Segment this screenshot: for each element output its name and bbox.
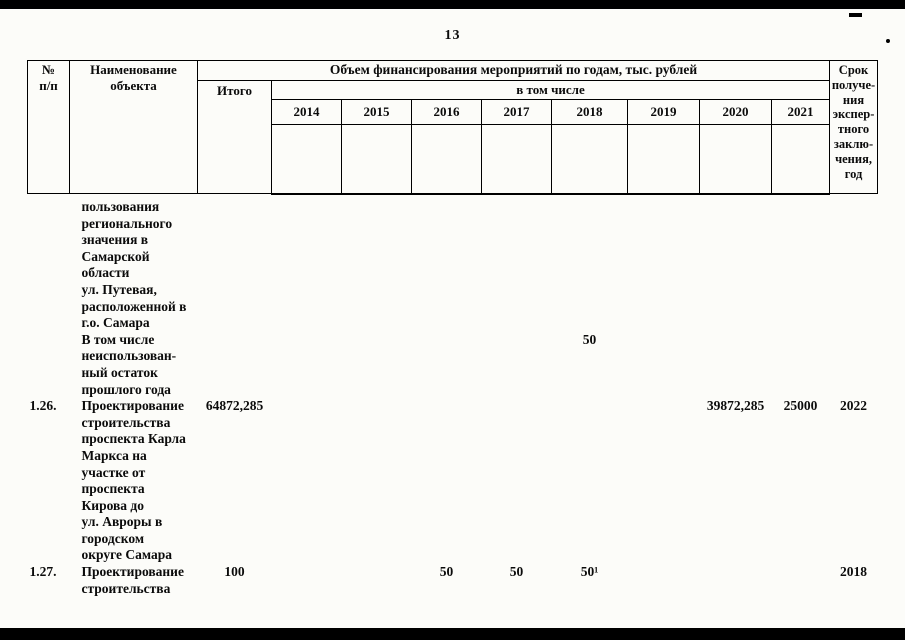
header-year-2021: 2021 [770, 99, 831, 125]
cell-2014 [272, 398, 342, 564]
header-empty-cell [411, 124, 482, 195]
header-col-number: № п/п [27, 60, 70, 194]
cell-2016: 50 [439, 564, 454, 580]
header-year-2016: 2016 [411, 99, 482, 125]
cell-2014 [272, 332, 342, 398]
header-col-including: в том числе [270, 80, 831, 100]
header-empty-cell [627, 124, 700, 195]
financing-table: № п/п Наименование объекта Объем финанси… [27, 60, 879, 598]
cell-total: 64872,285 [205, 398, 264, 414]
header-year-2015: 2015 [341, 99, 412, 125]
cell-2019 [628, 564, 700, 597]
header-col-volume: Объем финансирования мероприятий по года… [196, 60, 831, 81]
header-empty-cell [770, 124, 831, 195]
cell-2014 [272, 564, 342, 597]
cell-2016 [412, 194, 482, 332]
cell-term: 2022 [840, 398, 868, 414]
cell-term [830, 194, 878, 332]
cell-term: 2018 [840, 564, 868, 580]
header-year-2017: 2017 [481, 99, 552, 125]
header-year-2020: 2020 [699, 99, 772, 125]
cell-object-name: В том числе неиспользован- ный остаток п… [81, 331, 177, 397]
header-year-2018: 2018 [551, 99, 628, 125]
cell-2018: 50¹ [580, 564, 599, 580]
cell-2015 [342, 398, 412, 564]
cell-2020 [700, 564, 772, 597]
cell-2018 [552, 398, 628, 564]
table-row-subnote: В том числе неиспользован- ный остаток п… [28, 332, 878, 398]
cell-2020 [700, 194, 772, 332]
cell-2017 [482, 398, 552, 564]
cell-2019 [628, 398, 700, 564]
header-empty-cell [271, 124, 342, 195]
cell-number [28, 194, 70, 332]
cell-number [28, 332, 70, 398]
header-col-term: Срок получе- ния экспер- тного заклю- че… [829, 60, 879, 194]
cell-number: 1.26. [29, 398, 57, 414]
cell-2018 [552, 194, 628, 332]
header-year-2014: 2014 [271, 99, 342, 125]
table-row-1-27: 1.27. Проектирование строительства 100 5… [28, 564, 878, 597]
cell-2017 [482, 332, 552, 398]
header-empty-cell [551, 124, 628, 195]
header-col-total: Итого [197, 80, 272, 194]
header-col-name: Наименование объекта [69, 60, 198, 194]
cell-2021: 25000 [783, 398, 818, 414]
cell-total [198, 194, 272, 332]
header-empty-cell [341, 124, 412, 195]
scan-artifact-bottom-bar [0, 628, 905, 640]
cell-2021 [772, 332, 830, 398]
cell-term [830, 332, 878, 398]
header-empty-cell [481, 124, 552, 195]
cell-2019 [628, 194, 700, 332]
header-empty-cell [699, 124, 772, 195]
cell-total: 100 [224, 564, 245, 580]
cell-2016 [412, 398, 482, 564]
page-number: 13 [444, 28, 461, 43]
cell-2018: 50 [582, 331, 597, 347]
cell-2020: 39872,285 [706, 398, 765, 414]
cell-object-name: Проектирование строительства проспекта К… [81, 398, 186, 563]
cell-2021 [772, 194, 830, 332]
cell-2015 [342, 564, 412, 597]
cell-2014 [272, 194, 342, 332]
table-row-continuation: пользования регионального значения в Сам… [28, 194, 878, 332]
cell-object-name: Проектирование строительства [81, 564, 184, 596]
cell-2016 [412, 332, 482, 398]
table-body: пользования регионального значения в Сам… [28, 194, 878, 598]
scan-artifact-dot [886, 39, 890, 43]
cell-number: 1.27. [29, 564, 57, 580]
scan-artifact-top-bar [0, 0, 905, 9]
scan-artifact-mark [849, 13, 862, 17]
cell-2021 [772, 564, 830, 597]
cell-2020 [700, 332, 772, 398]
table-header: № п/п Наименование объекта Объем финанси… [27, 60, 879, 195]
cell-total [198, 332, 272, 398]
cell-2017: 50 [509, 564, 524, 580]
header-year-2019: 2019 [627, 99, 700, 125]
cell-2015 [342, 194, 412, 332]
cell-2017 [482, 194, 552, 332]
cell-object-name: пользования регионального значения в Сам… [81, 199, 187, 331]
cell-2015 [342, 332, 412, 398]
cell-2019 [628, 332, 700, 398]
table-row-1-26: 1.26. Проектирование строительства просп… [28, 398, 878, 564]
